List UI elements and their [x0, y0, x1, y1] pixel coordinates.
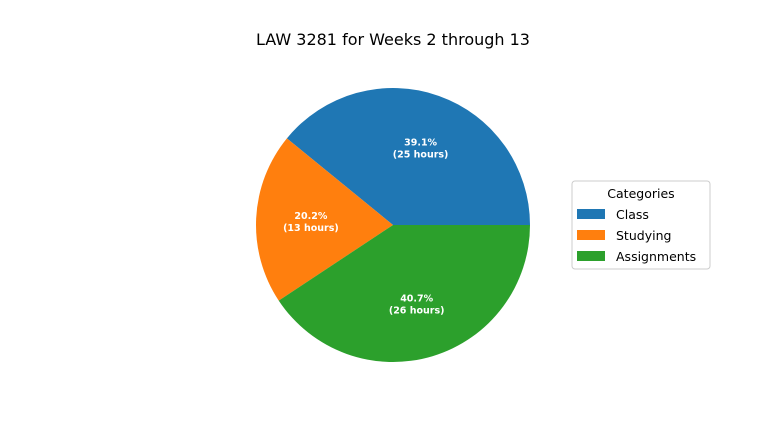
chart-title: LAW 3281 for Weeks 2 through 13	[256, 30, 530, 49]
legend-swatch-class	[577, 209, 605, 219]
pie-slice-labels: 39.1%(25 hours) 20.2%(13 hours) 40.7%(26 h…	[283, 138, 448, 317]
legend-items: Class Studying Assignments	[577, 207, 696, 264]
legend-title: Categories	[607, 186, 674, 201]
pie-slice-assignments	[278, 225, 530, 362]
legend-swatch-studying	[577, 230, 605, 240]
slice-hours-label: (26 hours)	[389, 306, 445, 317]
slice-hours-label: (25 hours)	[393, 150, 449, 161]
slice-percent-label: 20.2%	[294, 211, 327, 222]
legend-frame	[571, 180, 711, 270]
slice-hours-label: (13 hours)	[283, 223, 339, 234]
legend-label-assignments: Assignments	[616, 249, 696, 264]
pie-slice-class	[286, 88, 530, 226]
pie-slice-studying	[256, 138, 393, 301]
legend-swatch-assignments	[577, 251, 605, 261]
legend: Categories Class Studying Assignments	[571, 180, 711, 270]
legend-label-class: Class	[616, 207, 649, 222]
legend-label-studying: Studying	[616, 228, 671, 243]
slice-percent-label: 40.7%	[400, 294, 433, 305]
slice-percent-label: 39.1%	[404, 138, 437, 149]
pie-slices	[256, 88, 530, 362]
